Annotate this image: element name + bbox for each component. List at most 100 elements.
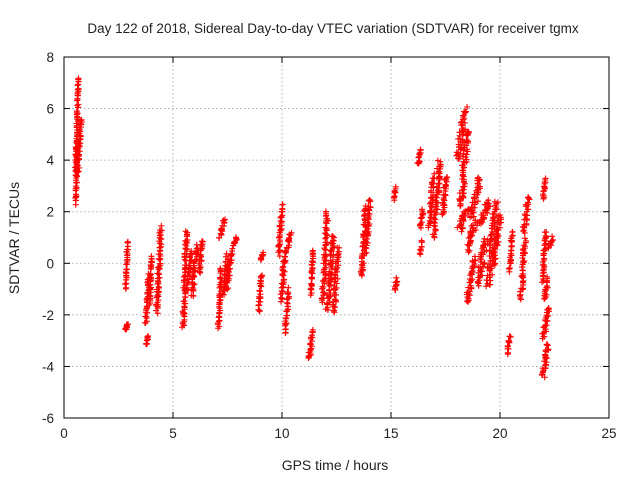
data-point [509, 229, 516, 236]
data-point [288, 229, 295, 236]
data-point [333, 297, 340, 304]
data-point [258, 256, 265, 263]
data-point [276, 247, 283, 254]
data-point [182, 265, 189, 272]
data-point [222, 253, 229, 260]
point-cluster [456, 126, 472, 209]
x-tick-label: 0 [60, 426, 68, 441]
point-cluster [215, 216, 229, 241]
data-point [392, 183, 399, 190]
data-point [155, 263, 162, 270]
data-point [276, 229, 283, 236]
data-point [544, 273, 551, 280]
data-point [483, 277, 490, 284]
point-cluster [257, 249, 267, 263]
data-point [74, 169, 81, 176]
data-point [544, 342, 551, 349]
data-point [474, 198, 481, 205]
point-cluster [439, 174, 451, 218]
data-point [308, 338, 315, 345]
data-point [324, 304, 331, 311]
data-point [283, 248, 290, 255]
data-point [457, 200, 464, 207]
data-point [327, 252, 334, 259]
data-point [462, 208, 469, 215]
data-point [490, 244, 497, 251]
data-point [462, 154, 469, 161]
data-point [520, 257, 527, 264]
data-point [223, 250, 230, 257]
data-point [544, 306, 551, 313]
data-point [217, 265, 224, 272]
data-point [219, 291, 226, 298]
data-point [476, 277, 483, 284]
data-point [391, 193, 398, 200]
data-point [472, 217, 479, 224]
point-cluster [179, 228, 191, 331]
data-point [73, 108, 80, 115]
point-cluster [516, 235, 529, 303]
data-point [279, 295, 286, 302]
point-cluster [539, 229, 550, 286]
point-cluster [307, 247, 317, 299]
data-point [334, 244, 341, 251]
tick-labels: 0 5 10 15 20 25 -6 -4 -2 0 2 4 6 8 [42, 50, 617, 441]
data-point [464, 246, 471, 253]
point-cluster [489, 212, 505, 268]
data-point [276, 241, 283, 248]
point-cluster [214, 265, 225, 332]
data-point [545, 306, 552, 313]
data-point [392, 187, 399, 194]
data-point [78, 116, 85, 123]
data-point [541, 229, 548, 236]
data-point [470, 264, 477, 271]
point-cluster [275, 201, 286, 260]
x-tick-label: 10 [274, 426, 289, 441]
point-cluster [464, 217, 481, 256]
data-point [328, 233, 335, 240]
point-cluster [282, 284, 292, 337]
data-point [435, 180, 442, 187]
data-point [491, 261, 498, 268]
data-point [366, 196, 373, 203]
data-point [321, 257, 328, 264]
point-cluster [73, 116, 85, 176]
data-point [496, 212, 503, 219]
data-point [477, 273, 484, 280]
data-point [542, 362, 549, 369]
data-point [279, 201, 286, 208]
data-point [285, 293, 292, 300]
point-cluster [541, 273, 551, 302]
data-point [443, 174, 450, 181]
data-point [522, 237, 529, 244]
data-point [192, 256, 199, 263]
data-point [308, 280, 315, 287]
data-point [155, 251, 162, 258]
data-point [190, 260, 197, 267]
data-point [418, 237, 425, 244]
point-cluster [122, 321, 132, 333]
point-cluster [122, 238, 131, 292]
point-cluster [153, 222, 165, 317]
data-point [491, 249, 498, 256]
data-point [183, 229, 190, 236]
data-point [459, 125, 466, 132]
data-point [364, 210, 371, 217]
data-point [458, 228, 465, 235]
point-cluster [454, 206, 472, 235]
data-point [281, 253, 288, 260]
data-point [462, 126, 469, 133]
data-point [460, 147, 467, 154]
y-tick-label: 6 [46, 102, 54, 117]
data-point [419, 208, 426, 215]
data-point [486, 274, 493, 281]
data-point [76, 164, 83, 171]
data-point [321, 266, 328, 273]
data-point [428, 189, 435, 196]
data-point [473, 187, 480, 194]
data-point [504, 342, 511, 349]
point-cluster [391, 183, 399, 204]
point-cluster [539, 175, 549, 202]
point-cluster [230, 234, 240, 249]
data-point [154, 270, 161, 277]
